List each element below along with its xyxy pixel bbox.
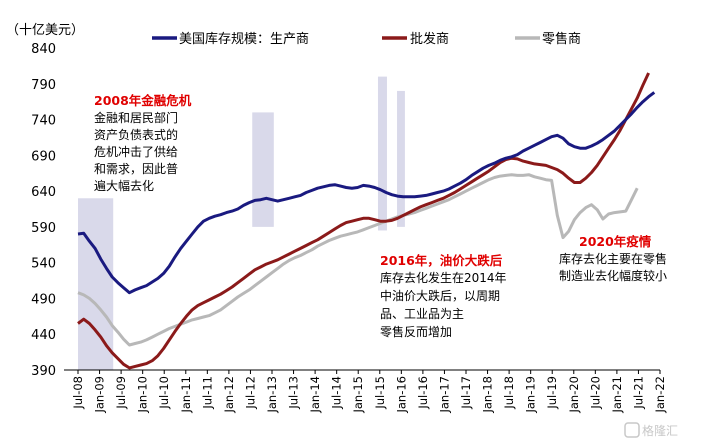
series-line bbox=[77, 173, 639, 347]
series-line bbox=[77, 72, 650, 370]
x-tick-label: Jul-09 bbox=[114, 376, 128, 410]
y-tick-label: 740 bbox=[31, 114, 56, 129]
y-tick-label: 640 bbox=[31, 185, 56, 200]
x-tick-label: Jan-10 bbox=[136, 376, 150, 414]
x-tick-label: Jan-15 bbox=[351, 376, 365, 414]
x-tick-label: Jan-20 bbox=[567, 376, 581, 414]
x-tick-label: Jul-10 bbox=[157, 376, 171, 410]
x-tick-label: Jul-13 bbox=[287, 376, 301, 410]
x-tick-label: Jan-13 bbox=[265, 376, 279, 414]
annotation-2020-line: 制造业去化幅度较小 bbox=[559, 268, 667, 283]
y-tick-label: 590 bbox=[31, 221, 56, 236]
x-tick-label: Jan-22 bbox=[653, 376, 667, 414]
annotation-2008-line: 和需求，因此普 bbox=[94, 162, 178, 176]
x-tick-label: Jan-18 bbox=[481, 376, 495, 414]
x-tick-label: Jul-16 bbox=[416, 376, 430, 410]
annotation-2008-line: 资产负债表式的 bbox=[94, 127, 178, 142]
x-tick-label: Jul-08 bbox=[71, 376, 85, 410]
shaded-period bbox=[252, 112, 274, 227]
x-tick-label: Jul-15 bbox=[373, 376, 387, 410]
x-tick-label: Jan-21 bbox=[610, 376, 624, 414]
x-tick-label: Jan-09 bbox=[93, 376, 107, 414]
annotation-2016-line: 零售反而增加 bbox=[380, 324, 452, 339]
x-tick-label: Jan-16 bbox=[394, 376, 408, 414]
x-tick-label: Jul-21 bbox=[631, 376, 645, 410]
shaded-period bbox=[78, 198, 114, 370]
x-tick-label: Jul-17 bbox=[459, 376, 473, 410]
unit-label: （十亿美元） bbox=[6, 23, 84, 38]
annotation-2016-title: 2016年，油价大跌后 bbox=[380, 253, 503, 268]
y-tick-label: 840 bbox=[31, 42, 56, 57]
y-tick-label: 440 bbox=[31, 328, 56, 343]
watermark-text: 格隆汇 bbox=[642, 423, 678, 438]
annotation-2016: 2016年，油价大跌后 库存去化发生在2014年 中油价大跌后，以周期 品、工业… bbox=[380, 253, 507, 339]
legend-label-producers: 美国库存规模：生产商 bbox=[179, 31, 309, 47]
annotation-2020: 2020年疫情 库存去化主要在零售 制造业去化幅度较小 bbox=[559, 234, 667, 283]
x-tick-label: Jul-19 bbox=[545, 376, 559, 410]
y-tick-label: 490 bbox=[31, 292, 56, 307]
x-tick-label: Jan-17 bbox=[437, 376, 451, 414]
x-tick-label: Jan-11 bbox=[179, 376, 193, 414]
y-ticks: 390 440 490 540 590 640 690 740 790 840 bbox=[31, 42, 56, 379]
annotation-2008-line: 金融和居民部门 bbox=[94, 110, 178, 125]
watermark-logo: 格隆汇 bbox=[624, 422, 678, 438]
x-tick-label: Jul-11 bbox=[200, 376, 214, 410]
x-tick-label: Jan-12 bbox=[222, 376, 236, 414]
y-tick-label: 540 bbox=[31, 257, 56, 272]
annotation-2016-line: 库存去化发生在2014年 bbox=[380, 270, 507, 285]
x-tick-label: Jul-14 bbox=[330, 376, 344, 410]
series-line bbox=[77, 91, 656, 295]
annotation-2016-line: 品、工业品为主 bbox=[380, 307, 464, 321]
annotation-2008-line: 危机冲击了供给 bbox=[94, 144, 178, 159]
annotation-2008-title: 2008年金融危机 bbox=[94, 93, 192, 108]
x-tick-label: Jul-20 bbox=[588, 376, 602, 410]
series-lines bbox=[77, 72, 656, 370]
annotation-2020-line: 库存去化主要在零售 bbox=[559, 251, 667, 266]
annotation-2008-line: 遍大幅去化 bbox=[94, 178, 154, 193]
x-tick-label: Jan-14 bbox=[308, 376, 322, 414]
y-tick-label: 690 bbox=[31, 149, 56, 164]
annotation-2020-title: 2020年疫情 bbox=[579, 234, 652, 249]
y-tick-label: 390 bbox=[31, 364, 56, 379]
shaded-period bbox=[397, 90, 405, 227]
y-tick-label: 790 bbox=[31, 78, 56, 93]
shaded-period bbox=[377, 76, 387, 231]
x-tick-label: Jan-19 bbox=[524, 376, 538, 414]
legend-label-wholesalers: 批发商 bbox=[410, 31, 449, 47]
x-tick-label: Jul-18 bbox=[502, 376, 516, 410]
watermark-icon bbox=[624, 422, 640, 438]
annotation-2016-line: 中油价大跌后，以周期 bbox=[380, 288, 500, 303]
legend: 美国库存规模：生产商 批发商 零售商 bbox=[152, 31, 581, 47]
annotation-2008: 2008年金融危机 金融和居民部门 资产负债表式的 危机冲击了供给 和需求，因此… bbox=[94, 93, 192, 193]
x-tick-label: Jul-12 bbox=[243, 376, 257, 410]
x-ticks: Jul-08 Jan-09 Jul-09 Jan-10 Jul-10 Jan-11 Jul-… bbox=[71, 370, 667, 414]
legend-label-retailers: 零售商 bbox=[542, 31, 581, 47]
